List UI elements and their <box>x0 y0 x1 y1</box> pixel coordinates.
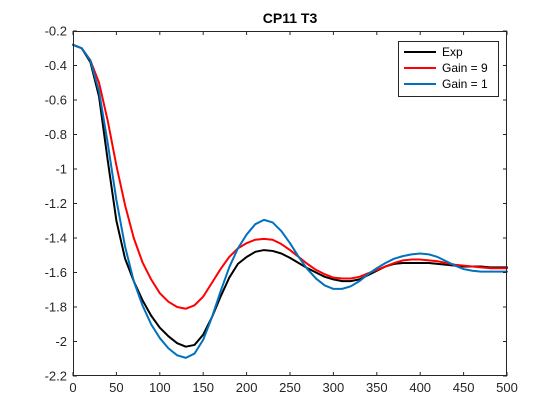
x-tick-label: 350 <box>366 380 388 395</box>
x-tick-label: 250 <box>279 380 301 395</box>
chart-title: CP11 T3 <box>263 10 318 26</box>
y-tick-label: -1.6 <box>45 265 67 280</box>
legend-label-3: Gain = 1 <box>442 77 488 91</box>
x-tick-label: 150 <box>192 380 214 395</box>
y-tick-label: -2 <box>55 334 67 349</box>
y-tick-label: -0.2 <box>45 24 67 39</box>
y-tick-label: -0.6 <box>45 93 67 108</box>
x-tick-label: 50 <box>109 380 123 395</box>
y-tick-label: -2.2 <box>45 369 67 384</box>
y-tick-label: -0.8 <box>45 127 67 142</box>
x-tick-label: 0 <box>69 380 76 395</box>
y-tick-label: -0.4 <box>45 58 67 73</box>
legend: Exp Gain = 9 Gain = 1 <box>398 41 499 97</box>
axes-layer: 0 50 100 150 200 250 300 350 400 450 500 -2.2 -2 -1.8… <box>45 24 518 396</box>
series-line-3 <box>72 43 508 359</box>
x-tick-label: 400 <box>409 380 431 395</box>
y-tick-label: -1.8 <box>45 300 67 315</box>
x-tick-label: 100 <box>149 380 171 395</box>
x-tick-label: 300 <box>323 380 345 395</box>
y-tick-label: -1.4 <box>45 231 67 246</box>
x-tick-label: 500 <box>496 380 518 395</box>
series-line-1 <box>72 43 508 348</box>
series-line-2 <box>72 43 508 310</box>
series-layer <box>72 43 508 359</box>
legend-label-2: Gain = 9 <box>442 61 488 75</box>
x-tick-label: 450 <box>453 380 475 395</box>
y-tick-label: -1.2 <box>45 196 67 211</box>
legend-label-1: Exp <box>442 45 463 59</box>
x-tick-label: 200 <box>236 380 258 395</box>
y-tick-label: -1 <box>55 162 67 177</box>
